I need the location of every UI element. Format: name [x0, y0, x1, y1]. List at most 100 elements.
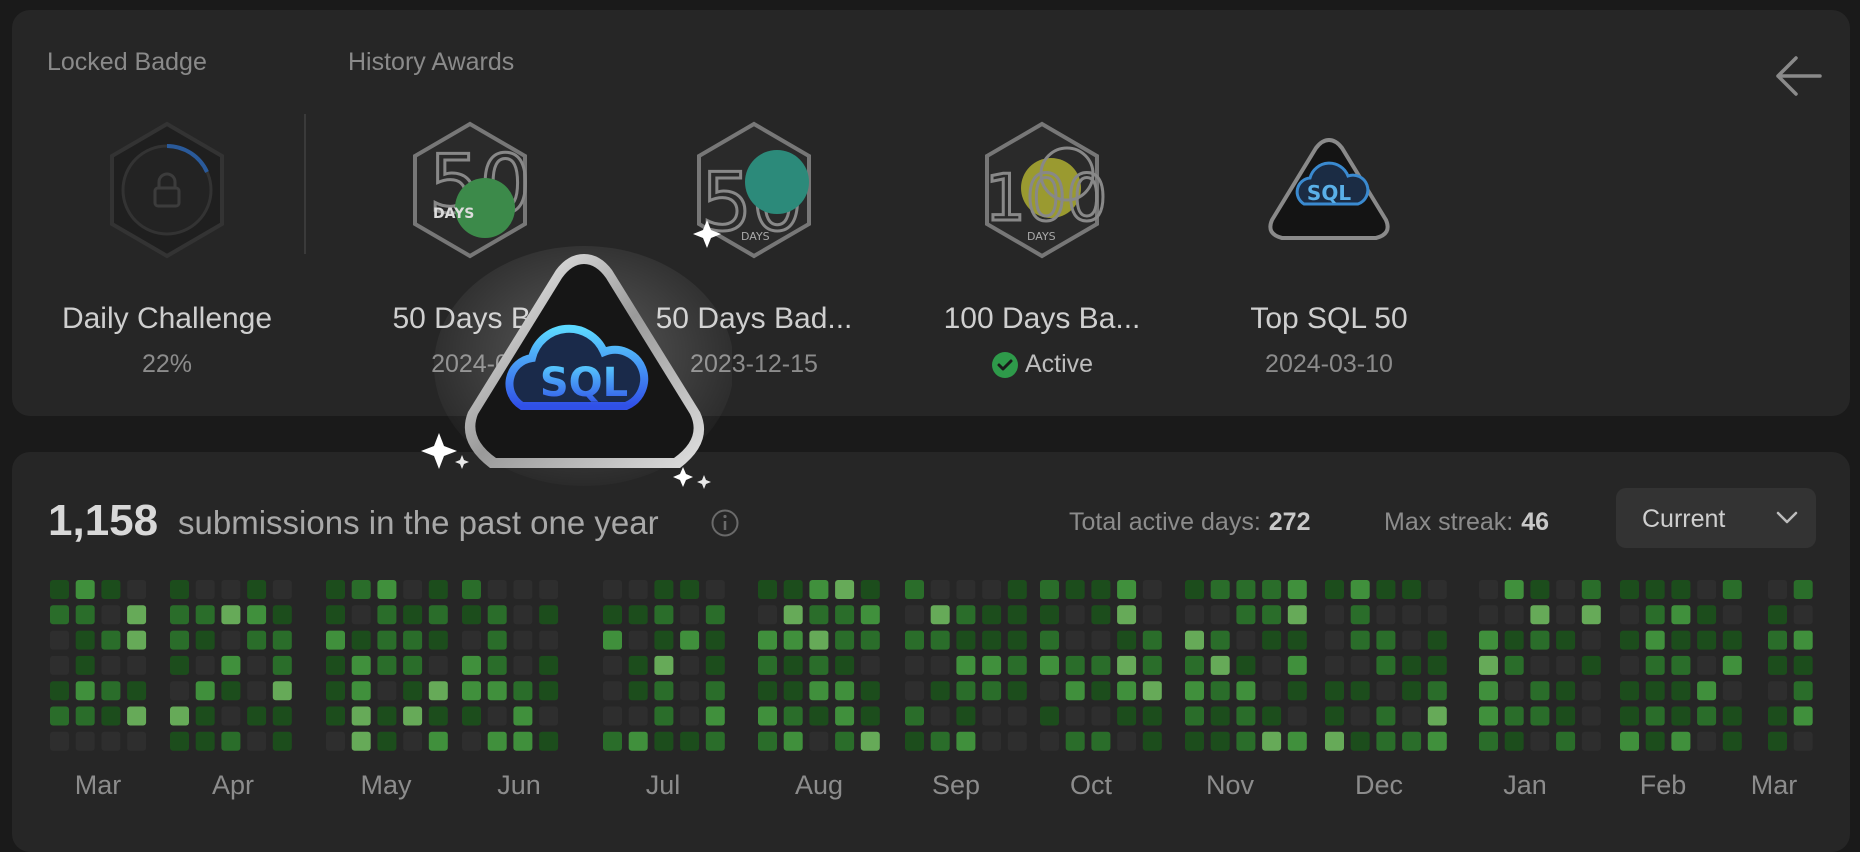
heatmap-cell[interactable] — [170, 681, 189, 701]
heatmap-cell[interactable] — [860, 731, 880, 751]
heatmap-cell[interactable] — [1185, 630, 1204, 650]
heatmap-cell[interactable] — [930, 655, 950, 675]
heatmap-cell[interactable] — [1504, 681, 1524, 701]
heatmap-cell[interactable] — [680, 580, 700, 599]
heatmap-cell[interactable] — [1793, 605, 1813, 625]
heatmap-cell[interactable] — [1236, 706, 1256, 726]
heatmap-cell[interactable] — [127, 681, 147, 701]
heatmap-cell[interactable] — [75, 605, 95, 625]
heatmap-cell[interactable] — [1325, 580, 1344, 599]
heatmap-cell[interactable] — [403, 655, 423, 675]
heatmap-cell[interactable] — [603, 681, 622, 701]
heatmap-cell[interactable] — [1210, 706, 1230, 726]
heatmap-cell[interactable] — [1236, 681, 1256, 701]
heatmap-cell[interactable] — [1530, 655, 1550, 675]
heatmap-cell[interactable] — [1427, 706, 1447, 726]
heatmap-cell[interactable] — [1117, 605, 1137, 625]
heatmap-cell[interactable] — [809, 605, 829, 625]
heatmap-cell[interactable] — [101, 655, 121, 675]
heatmap-cell[interactable] — [1697, 655, 1717, 675]
heatmap-cell[interactable] — [1581, 605, 1601, 625]
heatmap-cell[interactable] — [1007, 706, 1027, 726]
heatmap-cell[interactable] — [628, 731, 648, 751]
heatmap-cell[interactable] — [75, 655, 95, 675]
heatmap-cell[interactable] — [758, 706, 777, 726]
heatmap-cell[interactable] — [809, 655, 829, 675]
heatmap-cell[interactable] — [1040, 605, 1059, 625]
heatmap-cell[interactable] — [221, 655, 241, 675]
heatmap-cell[interactable] — [1504, 605, 1524, 625]
heatmap-cell[interactable] — [654, 731, 674, 751]
heatmap-cell[interactable] — [1768, 731, 1787, 751]
heatmap-cell[interactable] — [1768, 706, 1787, 726]
heatmap-cell[interactable] — [403, 580, 423, 599]
heatmap-cell[interactable] — [377, 706, 397, 726]
heatmap-cell[interactable] — [377, 605, 397, 625]
heatmap-cell[interactable] — [1185, 580, 1204, 599]
heatmap-cell[interactable] — [403, 605, 423, 625]
heatmap-cell[interactable] — [1376, 731, 1396, 751]
heatmap-cell[interactable] — [905, 731, 924, 751]
heatmap-cell[interactable] — [1287, 706, 1307, 726]
heatmap-cell[interactable] — [628, 681, 648, 701]
heatmap-cell[interactable] — [603, 630, 622, 650]
heatmap-cell[interactable] — [1620, 630, 1639, 650]
heatmap-cell[interactable] — [247, 681, 267, 701]
heatmap-cell[interactable] — [101, 681, 121, 701]
heatmap-cell[interactable] — [860, 605, 880, 625]
heatmap-cell[interactable] — [982, 706, 1002, 726]
heatmap-cell[interactable] — [1402, 655, 1422, 675]
heatmap-cell[interactable] — [1793, 731, 1813, 751]
heatmap-cell[interactable] — [956, 605, 976, 625]
heatmap-cell[interactable] — [930, 731, 950, 751]
heatmap-cell[interactable] — [930, 605, 950, 625]
heatmap-cell[interactable] — [1262, 731, 1282, 751]
heatmap-cell[interactable] — [1556, 630, 1576, 650]
heatmap-cell[interactable] — [127, 630, 147, 650]
heatmap-cell[interactable] — [860, 655, 880, 675]
heatmap-cell[interactable] — [1007, 580, 1027, 599]
heatmap-cell[interactable] — [513, 681, 533, 701]
heatmap-cell[interactable] — [539, 605, 559, 625]
heatmap-cell[interactable] — [1287, 655, 1307, 675]
heatmap-cell[interactable] — [403, 706, 423, 726]
heatmap-cell[interactable] — [1325, 630, 1344, 650]
heatmap-cell[interactable] — [628, 630, 648, 650]
history-badge-3[interactable]: 100 DAYS 100 Days Ba... Active — [922, 120, 1162, 379]
heatmap-cell[interactable] — [1504, 655, 1524, 675]
history-badge-4[interactable]: SQL Top SQL 50 2024-03-10 — [1209, 120, 1449, 379]
heatmap-cell[interactable] — [1376, 630, 1396, 650]
heatmap-cell[interactable] — [351, 655, 371, 675]
heatmap-cell[interactable] — [930, 630, 950, 650]
heatmap-cell[interactable] — [247, 655, 267, 675]
heatmap-cell[interactable] — [654, 681, 674, 701]
heatmap-cell[interactable] — [1556, 706, 1576, 726]
heatmap-cell[interactable] — [1262, 605, 1282, 625]
heatmap-cell[interactable] — [1768, 681, 1787, 701]
heatmap-cell[interactable] — [1091, 630, 1111, 650]
heatmap-cell[interactable] — [835, 580, 855, 599]
heatmap-cell[interactable] — [487, 605, 507, 625]
heatmap-cell[interactable] — [783, 580, 803, 599]
locked-badge[interactable]: Daily Challenge 22% — [47, 120, 287, 379]
heatmap-cell[interactable] — [1671, 681, 1691, 701]
heatmap-cell[interactable] — [247, 731, 267, 751]
heatmap-cell[interactable] — [326, 706, 345, 726]
heatmap-cell[interactable] — [1402, 731, 1422, 751]
heatmap-cell[interactable] — [272, 630, 292, 650]
heatmap-cell[interactable] — [809, 706, 829, 726]
heatmap-cell[interactable] — [101, 580, 121, 599]
heatmap-cell[interactable] — [1697, 731, 1717, 751]
heatmap-cell[interactable] — [680, 630, 700, 650]
heatmap-cell[interactable] — [1556, 731, 1576, 751]
heatmap-cell[interactable] — [462, 630, 481, 650]
heatmap-cell[interactable] — [1504, 706, 1524, 726]
heatmap-cell[interactable] — [982, 630, 1002, 650]
heatmap-cell[interactable] — [272, 681, 292, 701]
heatmap-cell[interactable] — [101, 706, 121, 726]
heatmap-cell[interactable] — [513, 655, 533, 675]
heatmap-cell[interactable] — [75, 681, 95, 701]
heatmap-cell[interactable] — [1581, 731, 1601, 751]
heatmap-cell[interactable] — [654, 706, 674, 726]
heatmap-cell[interactable] — [513, 731, 533, 751]
